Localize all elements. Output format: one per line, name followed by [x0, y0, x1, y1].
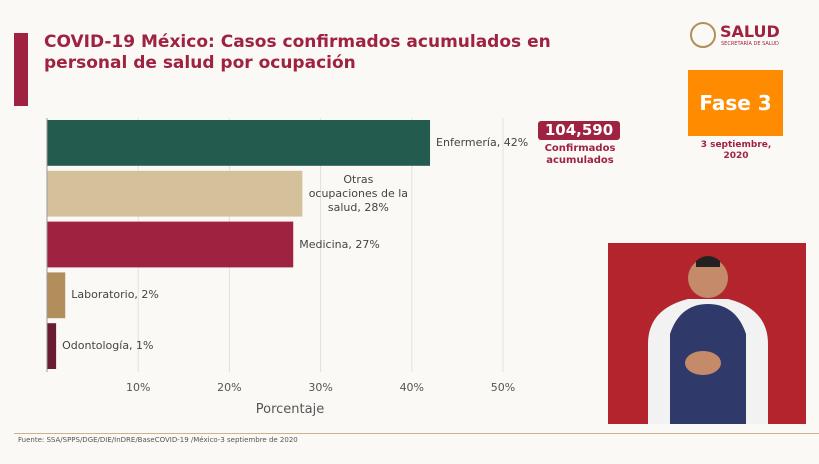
x-tick-label: 10% [126, 381, 150, 394]
x-tick-label: 40% [400, 381, 424, 394]
footer-rule [14, 433, 819, 434]
bar [47, 221, 294, 268]
logo-emblem [690, 22, 716, 48]
bar [47, 323, 57, 369]
accent-bar [14, 33, 28, 106]
phase-date: 3 septiembre, 2020 [700, 140, 772, 161]
value-label: Enfermería, 42% [436, 135, 529, 149]
x-tick-label: 50% [491, 381, 515, 394]
logo-subtitle: SECRETARÍA DE SALUD [721, 41, 779, 47]
total-badge: 104,590 [538, 121, 620, 140]
x-tick-label: 30% [308, 381, 332, 394]
interpreter-video [608, 243, 806, 424]
value-label: Odontología, 1% [62, 339, 154, 353]
x-tick-label: 20% [217, 381, 241, 394]
logo-name: SALUD [720, 22, 780, 41]
chart-title: COVID-19 México: Casos confirmados acumu… [44, 32, 551, 73]
phase-box: Fase 3 [688, 70, 783, 136]
x-axis-label: Porcentaje [256, 402, 324, 417]
value-label: Medicina, 27% [299, 237, 380, 251]
total-label: Confirmados acumulados [544, 143, 616, 166]
footer-source: Fuente: SSA/SPPS/DGE/DIE/InDRE/BaseCOVID… [18, 436, 298, 444]
bar [47, 170, 303, 217]
value-label: Otras ocupaciones de la salud, 28% [308, 172, 409, 214]
bar [47, 272, 66, 319]
value-label: Laboratorio, 2% [71, 288, 159, 302]
bar [47, 120, 431, 166]
